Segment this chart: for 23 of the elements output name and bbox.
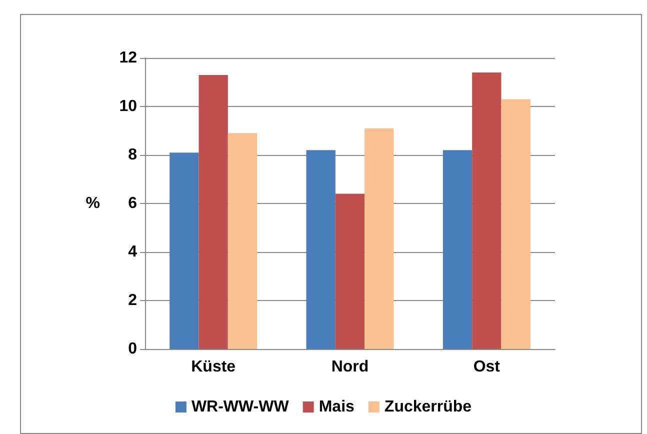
x-tick-label: Küste	[191, 358, 236, 376]
y-tick-label: 0	[128, 340, 138, 358]
legend-label: Zuckerrübe	[384, 398, 472, 416]
y-tick-label: 8	[128, 146, 138, 164]
y-axis-title: %	[86, 195, 100, 212]
bar	[364, 128, 394, 349]
bar	[472, 72, 502, 349]
x-tick-label: Nord	[331, 358, 369, 376]
bar	[198, 74, 228, 349]
bar	[335, 194, 365, 349]
y-tick-label: 12	[119, 50, 138, 66]
x-tick-label: Ost	[473, 358, 501, 376]
bar	[306, 150, 336, 349]
y-tick-label: 2	[128, 292, 138, 309]
bar	[442, 150, 472, 349]
bar	[501, 99, 530, 349]
bar	[228, 133, 258, 349]
y-tick-label: 6	[128, 195, 138, 212]
bar	[170, 152, 199, 349]
y-tick-label: 10	[119, 98, 138, 115]
legend-label: WR-WW-WW	[191, 398, 290, 416]
legend-label: Mais	[318, 398, 355, 416]
y-tick-label: 4	[128, 244, 138, 260]
